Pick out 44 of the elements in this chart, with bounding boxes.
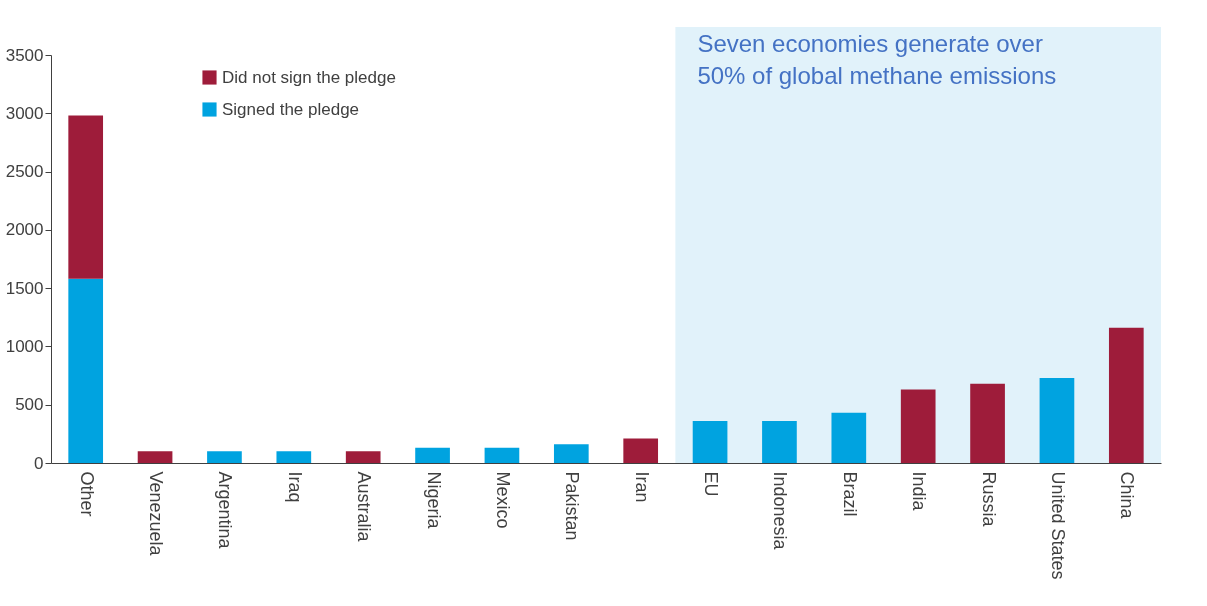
x-tick-label: India bbox=[909, 471, 930, 512]
x-tick-label: Australia bbox=[354, 471, 375, 543]
x-tick-label: Pakistan bbox=[562, 471, 583, 541]
bar bbox=[970, 383, 1005, 463]
x-tick-label: Nigeria bbox=[423, 471, 444, 530]
bar bbox=[762, 421, 797, 463]
x-tick-label: Venezuela bbox=[146, 471, 167, 557]
legend-label: Signed the pledge bbox=[222, 99, 360, 119]
bar bbox=[207, 451, 242, 463]
bar bbox=[276, 451, 312, 463]
x-tick-label: EU bbox=[701, 471, 722, 497]
y-tick-label: 1000 bbox=[5, 336, 44, 356]
x-tick-label: Indonesia bbox=[770, 471, 791, 551]
x-tick-label: Iraq bbox=[284, 471, 305, 503]
y-tick-label: 500 bbox=[15, 395, 44, 415]
bar bbox=[623, 438, 659, 463]
y-tick-label: 0 bbox=[34, 453, 44, 473]
x-tick-label: Brazil bbox=[839, 471, 860, 517]
y-tick-label: 2500 bbox=[5, 162, 44, 182]
x-tick-label: Mexico bbox=[492, 471, 513, 529]
bar bbox=[484, 447, 520, 463]
bar bbox=[345, 451, 381, 463]
bar bbox=[553, 444, 589, 463]
bar bbox=[68, 278, 104, 463]
bar bbox=[68, 115, 104, 279]
bar bbox=[1039, 377, 1075, 463]
x-tick-label: Argentina bbox=[215, 471, 236, 550]
bar bbox=[1108, 327, 1144, 463]
x-tick-label: Other bbox=[76, 471, 97, 517]
x-tick-label: Iran bbox=[631, 471, 652, 503]
y-tick-label: 1500 bbox=[5, 278, 44, 298]
bar bbox=[692, 421, 728, 463]
bar bbox=[137, 451, 173, 463]
bar bbox=[831, 412, 867, 463]
y-tick-label: 2000 bbox=[5, 220, 44, 240]
x-tick-label: Russia bbox=[978, 471, 999, 528]
y-tick-label: 3500 bbox=[5, 45, 44, 65]
x-tick-label: United States bbox=[1047, 471, 1068, 580]
legend-label: Did not sign the pledge bbox=[222, 67, 396, 87]
bar bbox=[900, 389, 936, 463]
x-tick-label: China bbox=[1117, 471, 1138, 520]
y-tick-label: 3000 bbox=[5, 103, 44, 123]
band-label: Seven economies generate over 50% of global methane emissions bbox=[697, 30, 1057, 89]
bar bbox=[415, 447, 450, 463]
